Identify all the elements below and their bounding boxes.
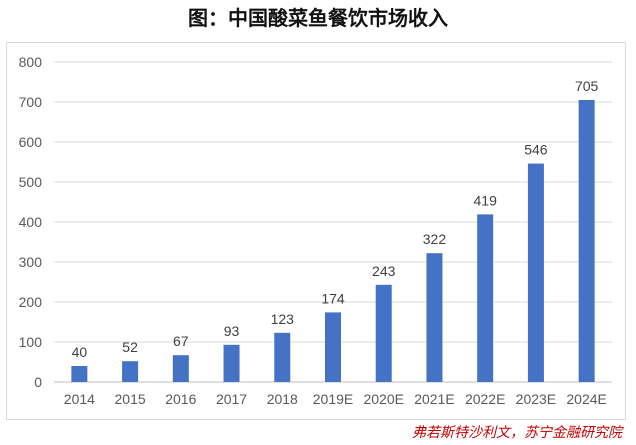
data-label-2023E: 546 xyxy=(524,142,548,158)
bars xyxy=(71,100,595,382)
y-tick-label: 600 xyxy=(19,134,43,150)
bar-2016 xyxy=(172,355,189,382)
x-tick-label: 2023E xyxy=(516,391,556,407)
x-tick-label: 2017 xyxy=(216,391,247,407)
x-tick-label: 2019E xyxy=(313,391,353,407)
x-tick-label: 2022E xyxy=(465,391,505,407)
x-tick-label: 2015 xyxy=(115,391,146,407)
bar-2017 xyxy=(223,344,240,382)
bar-2014 xyxy=(71,366,88,382)
chart-area xyxy=(6,42,626,420)
data-label-2016: 67 xyxy=(173,333,189,349)
data-label-2021E: 322 xyxy=(423,231,447,247)
data-label-2019E: 174 xyxy=(321,290,345,306)
x-tick-label: 2024E xyxy=(566,391,606,407)
bar-2021E xyxy=(426,253,443,382)
bar-2020E xyxy=(375,284,392,382)
x-tick-label: 2016 xyxy=(165,391,196,407)
data-label-2022E: 419 xyxy=(474,192,498,208)
y-tick-label: 200 xyxy=(19,294,43,310)
bar-2023E xyxy=(527,163,544,382)
data-label-2024E: 705 xyxy=(575,78,599,94)
source-note: 弗若斯特沙利文，苏宁金融研究院 xyxy=(412,425,622,441)
y-tick-label: 0 xyxy=(34,374,42,390)
gridlines xyxy=(54,61,612,383)
data-label-2018: 123 xyxy=(271,311,295,327)
x-tick-label: 2021E xyxy=(414,391,454,407)
data-labels: 40 52 67 93 123 174 243 322 419 546 705 xyxy=(72,78,599,360)
bar-2018 xyxy=(274,332,291,382)
y-tick-label: 700 xyxy=(19,94,43,110)
y-tick-label: 300 xyxy=(19,254,43,270)
x-tick-label: 2018 xyxy=(267,391,298,407)
bar-2024E xyxy=(578,100,595,382)
y-tick-label: 800 xyxy=(19,54,43,70)
data-label-2017: 93 xyxy=(224,323,240,339)
data-label-2014: 40 xyxy=(72,344,88,360)
x-tick-label: 2014 xyxy=(64,391,95,407)
bar-2019E xyxy=(325,312,341,382)
data-label-2020E: 243 xyxy=(372,263,396,279)
bar-2015 xyxy=(122,361,139,382)
y-tick-label: 100 xyxy=(19,334,43,350)
y-tick-label: 400 xyxy=(19,214,43,230)
x-tick-label: 2020E xyxy=(363,391,403,407)
data-label-2015: 52 xyxy=(122,339,138,355)
x-axis-ticks: 2014 2015 2016 2017 2018 2019E 2020E 2021E 2022E… xyxy=(64,391,607,407)
bar-2022E xyxy=(477,214,494,382)
y-axis-ticks: 0 100 200 300 400 500 600 700 800 xyxy=(19,54,43,390)
y-tick-label: 500 xyxy=(19,174,43,190)
chart-title: 图：中国酸菜鱼餐饮市场收入 xyxy=(188,6,448,30)
